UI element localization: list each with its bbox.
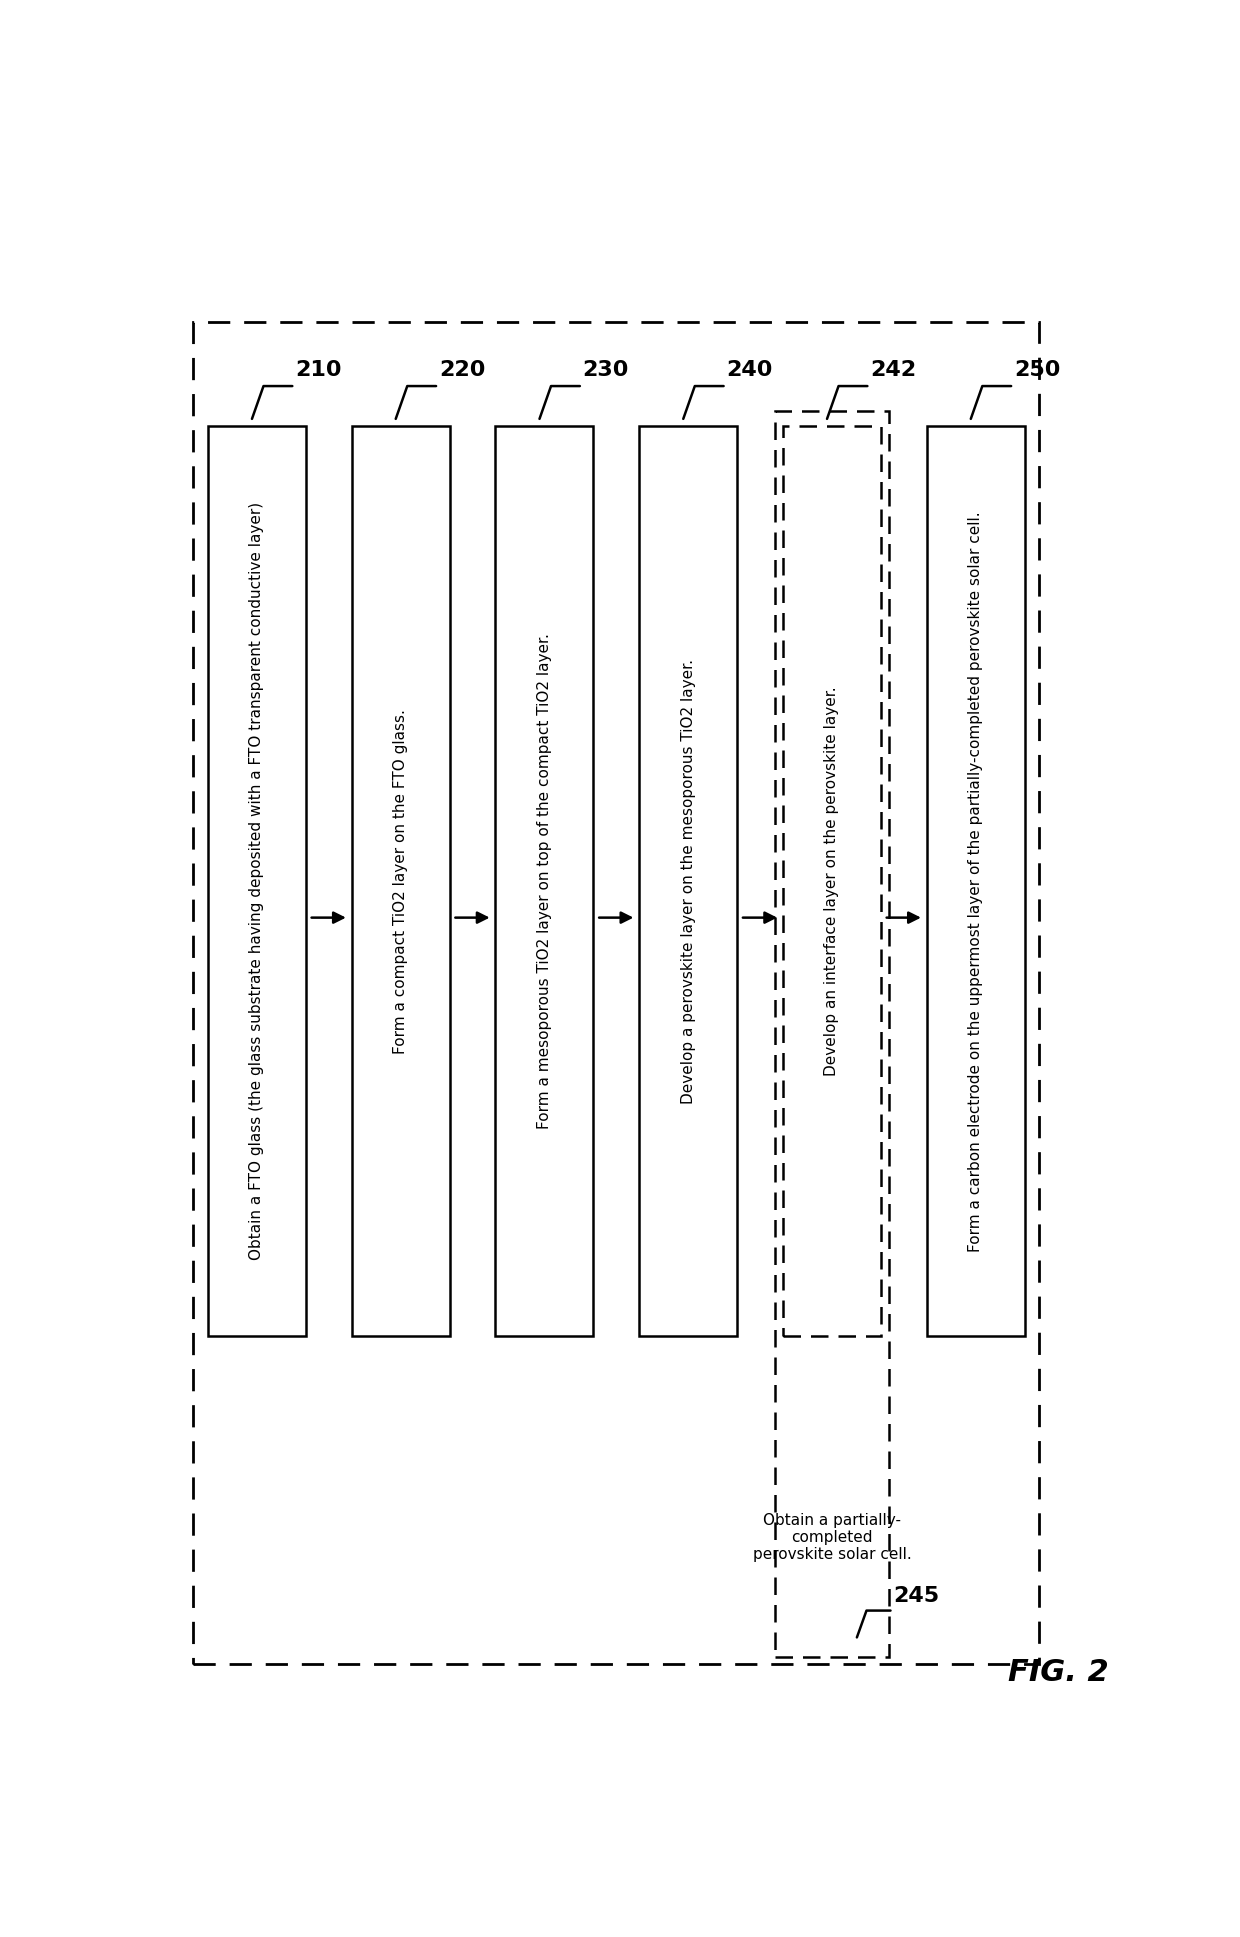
Text: FIG. 2: FIG. 2 (1008, 1658, 1109, 1687)
Text: Form a carbon electrode on the uppermost layer of the partially-completed perovs: Form a carbon electrode on the uppermost… (968, 511, 983, 1251)
Text: Develop a perovskite layer on the mesoporous TiO2 layer.: Develop a perovskite layer on the mesopo… (681, 659, 696, 1104)
Text: 242: 242 (870, 360, 916, 380)
Bar (208, 426, 306, 1337)
Text: Develop an interface layer on the perovskite layer.: Develop an interface layer on the perovs… (825, 686, 839, 1077)
Bar (352, 426, 450, 1337)
Bar (782, 426, 880, 1337)
Text: 220: 220 (439, 360, 485, 380)
Text: Obtain a partially-
completed
perovskite solar cell.: Obtain a partially- completed perovskite… (753, 1513, 911, 1563)
Text: 240: 240 (727, 360, 773, 380)
Text: 245: 245 (893, 1586, 940, 1606)
Text: 230: 230 (583, 360, 629, 380)
Bar (775, 411, 889, 1656)
Text: Obtain a FTO glass (the glass substrate having deposited with a FTO transparent : Obtain a FTO glass (the glass substrate … (249, 502, 264, 1261)
Text: 210: 210 (295, 360, 342, 380)
Bar (926, 426, 1024, 1337)
Bar (496, 426, 594, 1337)
Bar (639, 426, 737, 1337)
Bar (193, 322, 1039, 1664)
Text: Form a mesoporous TiO2 layer on top of the compact TiO2 layer.: Form a mesoporous TiO2 layer on top of t… (537, 633, 552, 1129)
Text: 250: 250 (1014, 360, 1060, 380)
Text: Form a compact TiO2 layer on the FTO glass.: Form a compact TiO2 layer on the FTO gla… (393, 709, 408, 1054)
